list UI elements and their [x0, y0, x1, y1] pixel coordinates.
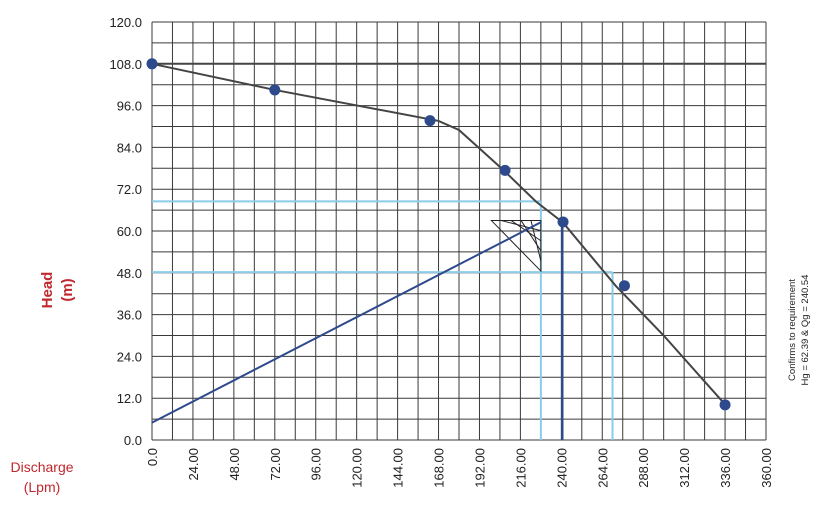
- y-tick-label: 0.0: [124, 433, 142, 448]
- x-tick-label: 168.00: [432, 448, 447, 488]
- y-axis-title-line2: (m): [59, 278, 76, 301]
- data-point: [618, 280, 630, 292]
- x-tick-label: 48.00: [227, 448, 242, 481]
- data-point: [499, 164, 511, 176]
- x-tick-label: 240.00: [554, 448, 569, 488]
- x-tick-label: 24.00: [186, 448, 201, 481]
- x-tick-labels: 0.0 24.00 48.00 72.00 96.00 120.00 144.00 168.0…: [145, 448, 774, 488]
- annotation-line1: Confirms to requirement: [787, 279, 798, 381]
- x-tick-label: 216.00: [513, 448, 528, 488]
- x-tick-label: 360.00: [759, 448, 774, 488]
- data-point: [557, 216, 569, 228]
- data-point: [719, 399, 731, 411]
- y-tick-label: 12.0: [117, 391, 142, 406]
- data-point: [269, 84, 281, 96]
- y-tick-labels: 0.0 12.0 24.0 36.0 48.0 60.0 72.0 84.0 96.0 108.0…: [109, 15, 142, 448]
- y-tick-label: 96.0: [117, 99, 142, 114]
- x-tick-label: 72.00: [268, 448, 283, 481]
- y-tick-label: 72.0: [117, 182, 142, 197]
- annotation-line2: Hg = 62.39 & Qg = 240.54: [800, 275, 811, 386]
- y-axis-title-line1: Head: [39, 272, 56, 309]
- data-point: [424, 115, 436, 127]
- guide-lines: [152, 200, 614, 440]
- x-tick-label: 96.00: [309, 448, 324, 481]
- hatch-stroke: [520, 220, 542, 252]
- x-tick-label: 120.00: [350, 448, 365, 488]
- x-tick-label: 288.00: [636, 448, 651, 488]
- x-tick-label: 336.00: [718, 448, 733, 488]
- y-tick-label: 48.0: [117, 266, 142, 281]
- data-points: [146, 58, 731, 411]
- data-point: [146, 58, 158, 70]
- pump-curve-line: [151, 62, 726, 406]
- x-axis-title-line1: Discharge: [10, 459, 73, 475]
- system-curve-line: [151, 221, 542, 424]
- x-tick-label: 312.00: [677, 448, 692, 488]
- plot-lines: [151, 62, 766, 440]
- y-tick-label: 60.0: [117, 224, 142, 239]
- y-tick-label: 120.0: [109, 15, 142, 30]
- hatch-stroke: [501, 220, 541, 232]
- y-tick-label: 108.0: [109, 57, 142, 72]
- y-tick-label: 24.0: [117, 349, 142, 364]
- y-tick-label: 36.0: [117, 308, 142, 323]
- hatch-region: [490, 220, 542, 273]
- grid: [151, 21, 767, 441]
- y-tick-label: 84.0: [117, 140, 142, 155]
- x-tick-label: 144.00: [391, 448, 406, 488]
- x-tick-label: 264.00: [595, 448, 610, 488]
- x-axis-title-line2: (Lpm): [24, 479, 61, 495]
- hatch-outline: [490, 220, 542, 273]
- x-tick-label: 192.00: [472, 448, 487, 488]
- x-tick-label: 0.0: [145, 448, 160, 466]
